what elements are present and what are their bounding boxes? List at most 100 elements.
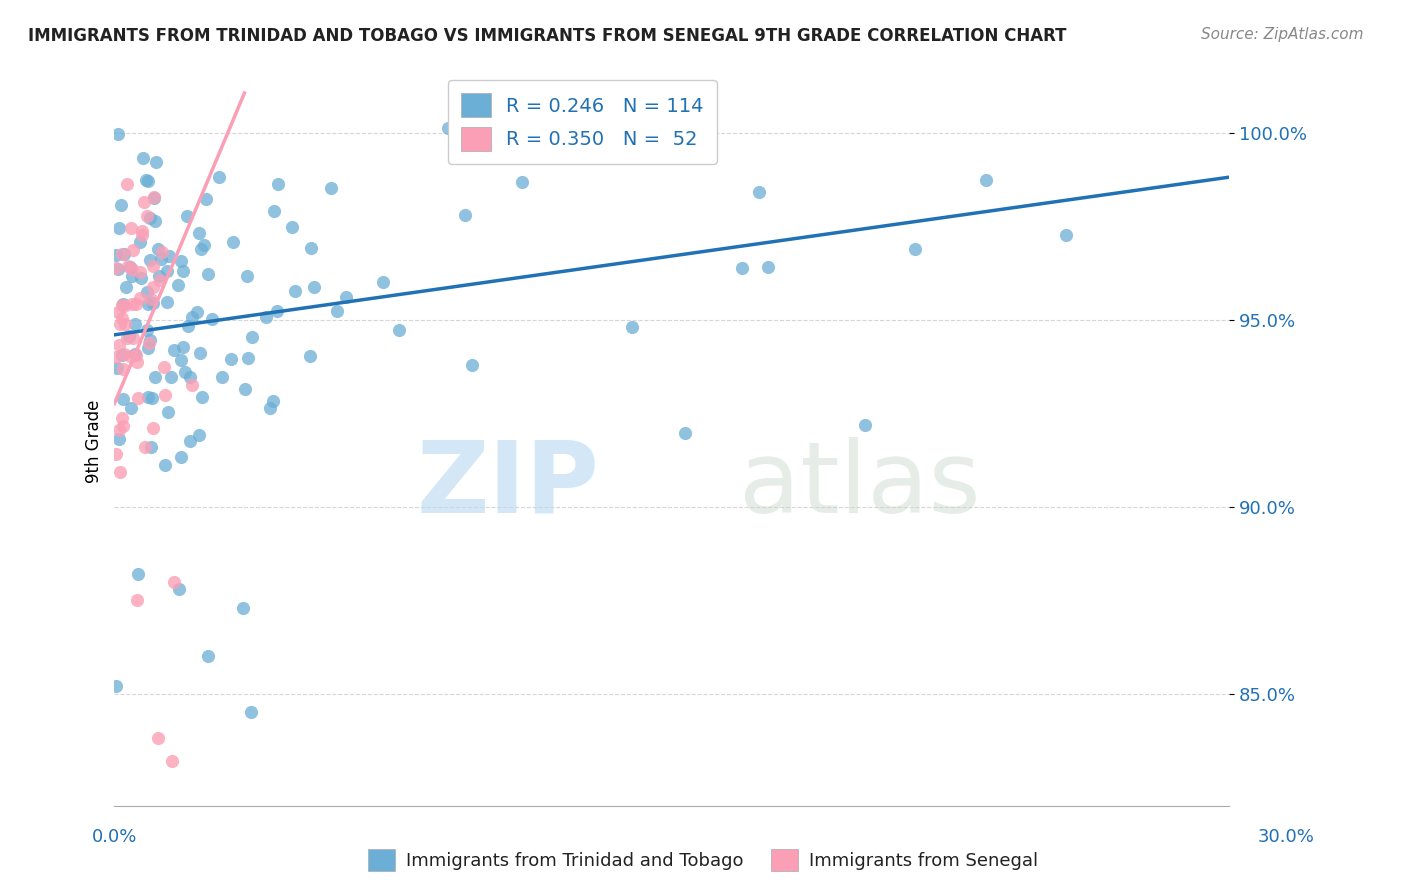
Point [139,334,162,348]
Point [191,390,214,404]
Text: IMMIGRANTS FROM TRINIDAD AND TOBAGO VS IMMIGRANTS FROM SENEGAL 9TH GRADE CORRELA: IMMIGRANTS FROM TRINIDAD AND TOBAGO VS I… [28,27,1067,45]
Point [125,348,148,362]
Point [121,221,143,235]
Point [148,731,170,746]
Point [142,259,165,273]
Point [335,290,357,304]
Point [299,241,322,255]
Point [121,268,143,283]
Point [263,203,285,218]
Point [105,261,128,276]
Point [197,649,219,664]
Point [207,169,229,184]
Point [105,351,128,365]
Point [153,360,176,375]
Point [118,260,141,274]
Point [129,265,152,279]
Point [143,190,166,204]
Point [371,275,394,289]
Point [108,423,131,437]
Point [110,198,132,212]
Point [232,600,254,615]
Point [193,238,215,252]
Point [179,434,201,448]
Point [111,348,134,362]
Point [129,291,152,305]
Point [107,128,129,142]
Point [118,329,141,343]
Point [176,210,198,224]
Point [114,318,136,332]
Point [853,417,876,432]
Point [122,331,145,345]
Point [138,253,160,268]
Point [170,352,193,367]
Point [145,370,167,384]
Point [512,175,534,189]
Point [111,419,134,434]
Point [281,220,304,235]
Point [107,221,129,235]
Point [454,208,477,222]
Point [127,593,149,607]
Point [135,323,157,337]
Point [111,392,134,406]
Point [117,259,139,273]
Point [131,228,153,243]
Point [142,296,165,310]
Point [160,754,183,768]
Point [112,299,135,313]
Point [163,343,186,358]
Point [134,440,156,454]
Point [107,304,129,318]
Point [108,432,131,446]
Point [136,297,159,311]
Point [673,426,696,441]
Point [233,383,256,397]
Point [748,185,770,199]
Point [259,401,281,415]
Point [141,391,163,405]
Point [157,249,180,263]
Point [236,269,259,284]
Point [172,264,194,278]
Point [127,391,149,405]
Point [304,280,326,294]
Point [139,441,162,455]
Point [240,706,263,720]
Point [139,211,162,225]
Point [190,242,212,256]
Point [155,263,177,277]
Text: 0.0%: 0.0% [91,828,136,846]
Point [254,310,277,325]
Point [124,318,146,332]
Point [388,323,411,337]
Point [153,387,176,401]
Point [108,338,131,352]
Point [110,411,132,425]
Point [172,340,194,354]
Point [105,679,128,693]
Point [156,294,179,309]
Point [136,174,159,188]
Text: 30.0%: 30.0% [1258,828,1315,846]
Point [298,349,321,363]
Point [219,352,242,367]
Point [145,154,167,169]
Point [1054,228,1077,243]
Point [731,261,754,276]
Point [108,318,131,332]
Point [266,304,288,318]
Point [136,342,159,356]
Point [112,297,135,311]
Point [148,268,170,283]
Point [181,377,204,392]
Point [142,191,165,205]
Point [461,358,484,372]
Point [115,330,138,344]
Point [621,319,644,334]
Point [167,277,190,292]
Point [188,345,211,359]
Point [170,253,193,268]
Point [135,173,157,187]
